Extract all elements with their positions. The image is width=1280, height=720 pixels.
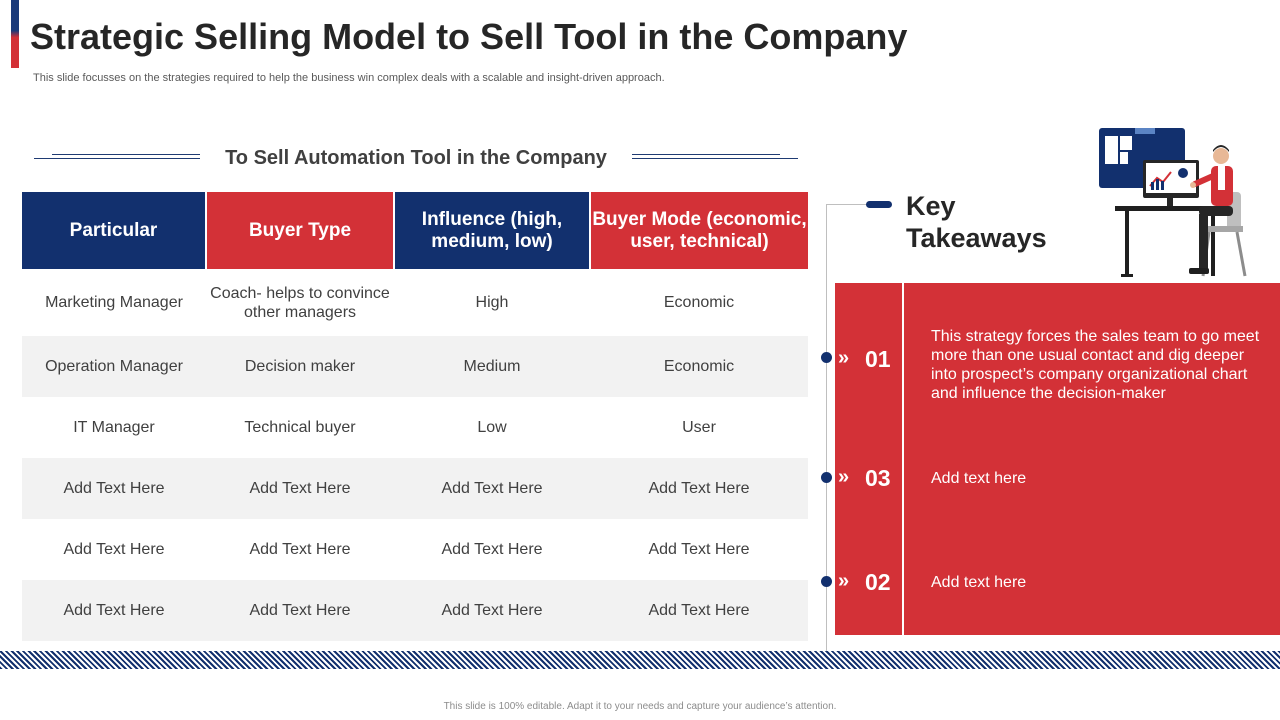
table-cell: Add Text Here: [394, 458, 590, 519]
heading-left-line-inner: [52, 154, 200, 155]
table-cell: Add Text Here: [63, 541, 165, 558]
table-cell: Economic: [590, 336, 808, 397]
table-row: Add Text Here Add Text Here Add Text Her…: [22, 519, 808, 580]
table-cell: High: [475, 294, 509, 311]
column-header-buyer-mode: Buyer Mode (economic, user, technical): [590, 192, 808, 269]
takeaway-text: Add text here: [931, 470, 1027, 487]
column-header-buyer-type: Buyer Type: [206, 192, 395, 269]
timeline-dot: [821, 576, 832, 587]
table-cell: IT Manager: [73, 419, 155, 436]
table-row: Add Text Here Add Text Here Add Text Her…: [22, 580, 808, 641]
takeaway-number: 02: [865, 569, 891, 595]
table-cell: Add Text Here: [22, 580, 206, 641]
table-row: Operation Manager Decision maker Medium …: [22, 336, 808, 397]
column-header-influence: Influence (high, medium, low): [394, 192, 591, 269]
table-cell: Add Text Here: [648, 541, 750, 558]
table-cell: Coach- helps to convince other managers: [210, 284, 390, 321]
table-cell: Decision maker: [206, 336, 394, 397]
table-cell: Add Text Here: [206, 580, 394, 641]
table-cell: Add Text Here: [206, 458, 394, 519]
table-cell: Economic: [663, 294, 735, 311]
takeaways-title-marker: [866, 201, 892, 208]
page-subtitle: This slide focusses on the strategies re…: [33, 72, 665, 84]
table-row: Marketing Manager Coach- helps to convin…: [22, 269, 808, 336]
hatched-divider-band: [0, 651, 1280, 669]
takeaways-text-panel: [904, 283, 1280, 635]
takeaway-text: This strategy forces the sales team to g…: [931, 328, 1260, 402]
selling-model-table: Particular Buyer Type Influence (high, m…: [22, 192, 808, 641]
table-cell: Add Text Here: [590, 580, 808, 641]
heading-right-line: [632, 158, 798, 159]
heading-left-line: [34, 158, 200, 159]
table-cell: Add Text Here: [249, 541, 351, 558]
table-cell: Add Text Here: [590, 458, 808, 519]
takeaways-connector-line: [826, 204, 827, 651]
table-cell: Add Text Here: [441, 541, 543, 558]
takeaways-connector-top: [826, 204, 868, 205]
table-cell: Low: [477, 419, 507, 436]
table-cell: Medium: [394, 336, 590, 397]
table-cell: Marketing Manager: [45, 294, 183, 311]
double-chevron-right-icon: »: [838, 347, 850, 369]
table-cell: Operation Manager: [22, 336, 206, 397]
heading-right-line-inner: [632, 154, 780, 155]
column-header-particular: Particular: [22, 192, 207, 269]
double-chevron-right-icon: »: [838, 570, 850, 592]
double-chevron-right-icon: »: [838, 466, 850, 488]
table-cell: Technical buyer: [244, 419, 356, 436]
table-cell: Add Text Here: [394, 580, 590, 641]
timeline-dot: [821, 352, 832, 363]
table-row: Add Text Here Add Text Here Add Text Her…: [22, 458, 808, 519]
takeaway-text: Add text here: [931, 574, 1027, 591]
table-row: IT Manager Technical buyer Low User: [22, 397, 808, 458]
title-accent-bar: [11, 0, 19, 68]
takeaway-number: 03: [865, 465, 891, 491]
table-heading: To Sell Automation Tool in the Company: [34, 145, 798, 173]
takeaways-number-panel: [835, 283, 902, 635]
takeaway-number: 01: [865, 346, 891, 372]
key-takeaways-title: Key Takeaways: [906, 191, 1047, 253]
table-header-row: Particular Buyer Type Influence (high, m…: [22, 192, 808, 269]
table-cell: Add Text Here: [22, 458, 206, 519]
page-title: Strategic Selling Model to Sell Tool in …: [30, 16, 908, 57]
businessman-at-computer-icon: [1095, 126, 1255, 282]
table-cell: User: [682, 419, 716, 436]
table-heading-text: To Sell Automation Tool in the Company: [225, 147, 607, 169]
timeline-dot: [821, 472, 832, 483]
footer-note: This slide is 100% editable. Adapt it to…: [443, 701, 837, 712]
